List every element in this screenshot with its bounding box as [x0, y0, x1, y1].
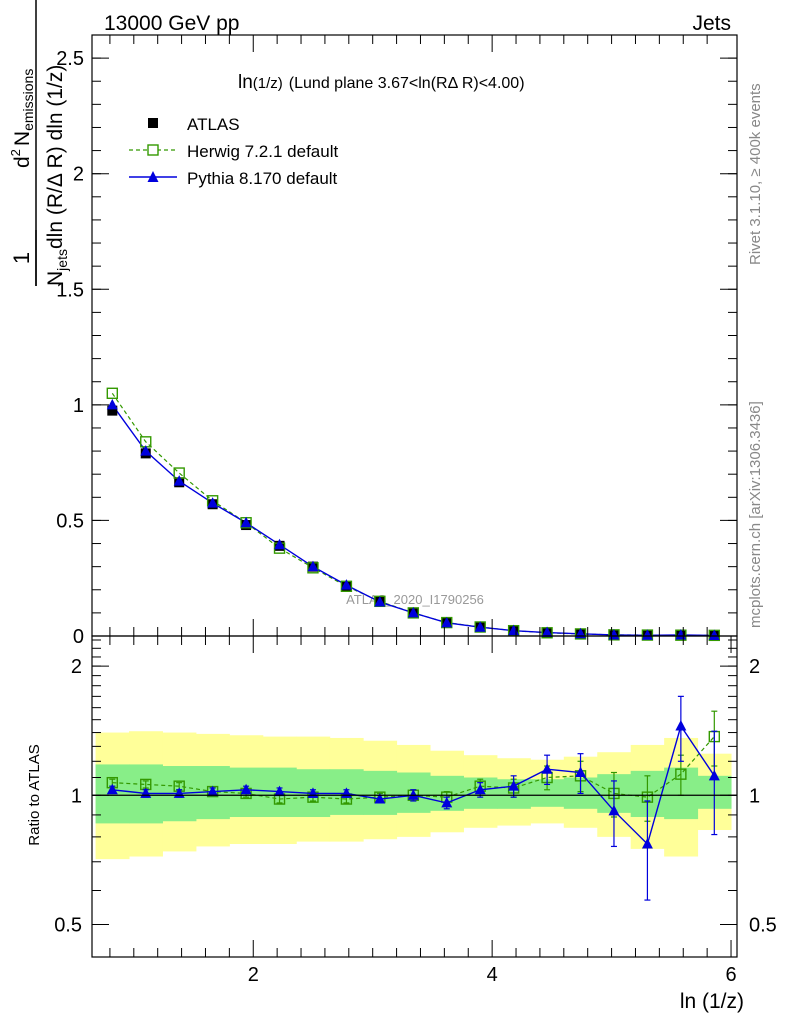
x-axis-label: ln (1/z) [680, 990, 744, 1013]
pythia-point [140, 445, 152, 456]
analysis-watermark: ATLAS_2020_I1790256 [346, 592, 484, 607]
y-axis-label-main: 1 Njetsdln (R/Δ R) dln (1/z) d2Nemission… [8, 0, 70, 286]
pythia-ratio-point [441, 796, 453, 808]
header-left: 13000 GeV pp [104, 12, 239, 35]
pythia-point [106, 398, 118, 410]
pythia-point [173, 475, 185, 486]
pythia-ratio-point [641, 838, 653, 849]
plot-title-sub: (1/z) [253, 75, 283, 92]
pythia-point [708, 629, 720, 640]
top-y-tick-label: 1 [73, 395, 84, 417]
pythia-point [207, 497, 219, 508]
atlas-point [107, 405, 118, 416]
pythia-ratio-point [708, 769, 720, 781]
main-plot-panel: ATLAS_2020_I1790256 0 0.5 1 1.5 2 2.5 ln(1/z)… [8, 0, 738, 648]
bottom-y-tick-label-right: 2 [749, 656, 760, 678]
pythia-point [340, 579, 352, 590]
pythia-ratio-point [207, 785, 219, 797]
pythia-ratio-point [608, 804, 620, 816]
pythia-ratio-point [508, 780, 520, 791]
top-y-tick-label: 0 [73, 626, 84, 648]
legend-marker-pythia [147, 171, 159, 182]
pythia-point [307, 560, 319, 572]
mcplots-url-label: mcplots.cern.ch [arXiv:1306.3436] [747, 401, 764, 628]
pythia-ratio-point [274, 785, 286, 797]
bottom-y-tick-label: 0.5 [54, 914, 82, 936]
pythia-point [407, 606, 419, 618]
bottom-y-tick-label: 1 [71, 785, 82, 807]
pythia-point [240, 516, 252, 528]
legend-marker-herwig [147, 144, 159, 156]
ylabel-one: 1 [9, 252, 34, 264]
pythia-ratio-point [240, 783, 252, 795]
pythia-ratio-point [474, 783, 486, 795]
rivet-version-label: Rivet 3.1.10, ≥ 400k events [747, 83, 764, 265]
header-right: Jets [692, 12, 731, 35]
pythia-point [641, 629, 653, 640]
bottom-y-tick-label-right: 1 [749, 785, 760, 807]
ylabel-numerator: d2Nemissions [8, 69, 36, 168]
pythia-point [541, 626, 553, 638]
pythia-ratio-point [374, 793, 386, 804]
plot-title: ln(1/z) (Lund plane 3.67<ln(RΔ R)<4.00) [238, 72, 525, 93]
top-y-tick-label: 1.5 [56, 279, 84, 301]
x-tick-label: 6 [725, 964, 736, 986]
top-y-tick-label: 2.5 [56, 48, 84, 70]
plot-title-rest: (Lund plane 3.67<ln(RΔ R)<4.00) [289, 75, 525, 92]
ratio-y-axis-label: Ratio to ATLAS [26, 744, 43, 845]
pythia-ratio-point [575, 766, 587, 777]
herwig-ratio-point [675, 768, 687, 780]
ratio-plot-panel: 0.5 0.5 1 1 2 2 2 4 6 Ratio to ATLAS ln (1/z) [26, 635, 777, 1013]
top-y-tick-label: 0.5 [56, 510, 84, 532]
pythia-ratio-point [541, 763, 553, 774]
plot-title-main: ln [238, 72, 253, 93]
x-tick-label: 4 [487, 964, 498, 986]
herwig-point [106, 387, 119, 399]
pythia-ratio-point [106, 783, 118, 795]
pythia-point [274, 538, 286, 550]
bottom-y-tick-label: 2 [71, 656, 82, 678]
pythia-point [374, 596, 386, 607]
pythia-point [441, 616, 453, 628]
legend-label: ATLAS [187, 115, 240, 134]
bottom-y-tick-label-right: 0.5 [749, 914, 777, 936]
pythia-point [474, 621, 486, 632]
top-y-tick-label: 2 [73, 164, 84, 186]
pythia-ratio-point [407, 789, 419, 800]
legend-label: Pythia 8.170 default [187, 169, 338, 188]
legend-marker-atlas [148, 118, 158, 128]
ylabel-denominator: Njetsdln (R/Δ R) dln (1/z) [44, 65, 70, 286]
legend-label: Herwig 7.2.1 default [187, 142, 338, 161]
x-tick-label: 2 [248, 964, 259, 986]
bottom-plot-frame [91, 635, 738, 958]
pythia-ratio-point [675, 720, 687, 731]
legend: ATLAS Herwig 7.2.1 default Pythia 8.170 de… [129, 115, 338, 188]
